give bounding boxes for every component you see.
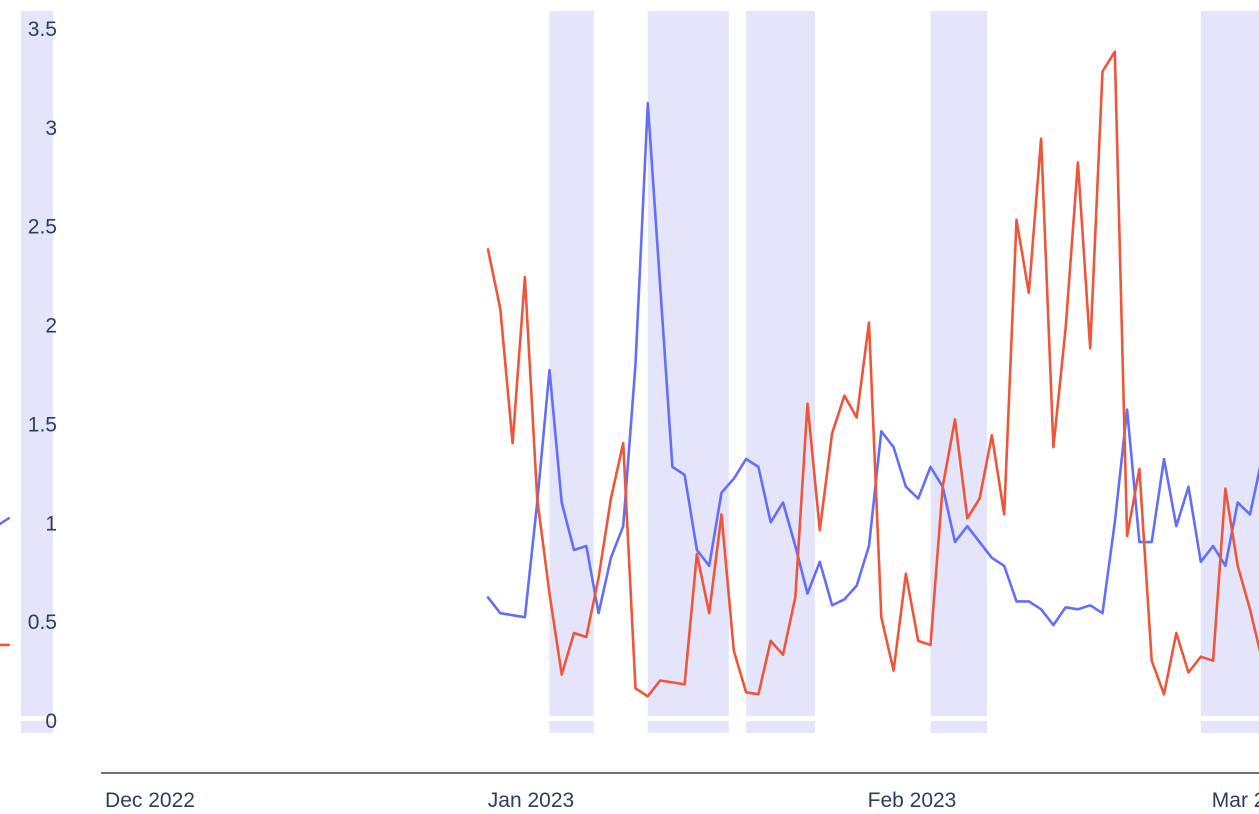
series-lines bbox=[0, 50, 1259, 698]
shaded-region-3 bbox=[746, 11, 815, 716]
series-1-segment-1 bbox=[486, 50, 1259, 698]
y-axis-ticks: 0 0.5 1 1.5 2 2.5 3 3.5 bbox=[28, 18, 57, 733]
series-0-segment-0 bbox=[0, 517, 10, 526]
y-tick-label-6: 3 bbox=[45, 117, 57, 140]
shaded-region-0 bbox=[20, 11, 53, 716]
y-tick-label-1: 0.5 bbox=[28, 611, 57, 634]
shaded-region-1 bbox=[549, 11, 594, 716]
shaded-region-marker-0 bbox=[20, 721, 53, 733]
x-tick-label-1: Jan 2023 bbox=[488, 789, 574, 812]
y-tick-label-2: 1 bbox=[45, 512, 57, 535]
shaded-region-5 bbox=[1200, 11, 1259, 716]
shaded-region-marker-4 bbox=[930, 721, 987, 733]
y-tick-label-3: 1.5 bbox=[28, 413, 57, 436]
series-1-segment-0 bbox=[0, 643, 10, 647]
y-tick-label-5: 2.5 bbox=[28, 216, 57, 239]
y-tick-label-4: 2 bbox=[45, 315, 57, 338]
y-tick-label-0: 0 bbox=[45, 710, 57, 733]
shaded-region-marker-1 bbox=[549, 721, 594, 733]
shaded-region-2 bbox=[647, 11, 729, 716]
y-tick-label-7: 3.5 bbox=[28, 18, 57, 41]
shaded-region-marker-2 bbox=[647, 721, 729, 733]
shaded-region-marker-3 bbox=[746, 721, 815, 733]
x-tick-label-2: Feb 2023 bbox=[868, 789, 957, 812]
shaded-regions bbox=[20, 11, 1259, 733]
x-tick-label-0: Dec 2022 bbox=[105, 789, 195, 812]
shaded-region-4 bbox=[930, 11, 987, 716]
x-tick-label-3: Mar 2023 bbox=[1212, 789, 1259, 812]
shaded-region-marker-5 bbox=[1200, 721, 1259, 733]
